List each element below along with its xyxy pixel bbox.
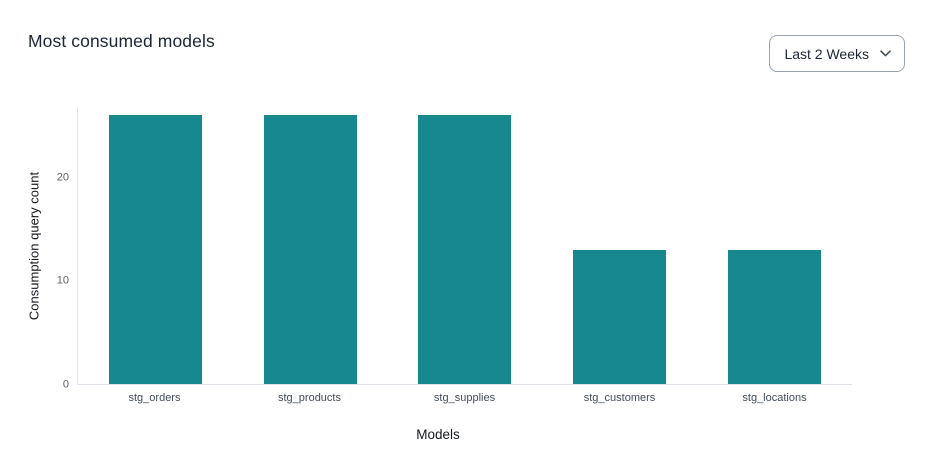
bar-slot <box>697 107 852 384</box>
y-tick-label-10: 10 <box>56 274 69 287</box>
page-title: Most consumed models <box>28 31 215 51</box>
bar-slot <box>78 107 233 384</box>
time-range-selected-label: Last 2 Weeks <box>784 45 869 62</box>
bar-slot <box>233 107 388 384</box>
bar-slot <box>542 107 697 384</box>
x-tick-label-stg_orders: stg_orders <box>128 392 181 404</box>
bar-stg_supplies[interactable] <box>418 115 512 384</box>
bar-stg_orders[interactable] <box>108 115 202 384</box>
x-tick-label-stg_customers: stg_customers <box>583 392 656 404</box>
bar-slot <box>388 107 543 384</box>
bar-stg_locations[interactable] <box>728 249 822 384</box>
y-axis-ticks: 0 10 20 <box>0 107 69 390</box>
bar-chart-plot-area <box>77 107 852 385</box>
bar-stg_customers[interactable] <box>573 249 667 384</box>
x-axis-ticks: stg_orders stg_products stg_supplies stg_cu… <box>77 392 852 404</box>
bar-stg_products[interactable] <box>263 115 357 384</box>
time-range-dropdown[interactable]: Last 2 Weeks <box>769 35 905 72</box>
x-tick-label-stg_locations: stg_locations <box>742 392 807 404</box>
y-tick-label-0: 0 <box>62 378 69 391</box>
x-axis-title: Models <box>416 427 460 442</box>
x-tick-label-stg_products: stg_products <box>278 392 341 404</box>
chevron-down-icon <box>880 50 891 57</box>
x-tick-label-stg_supplies: stg_supplies <box>433 392 496 404</box>
y-tick-label-20: 20 <box>56 171 69 184</box>
